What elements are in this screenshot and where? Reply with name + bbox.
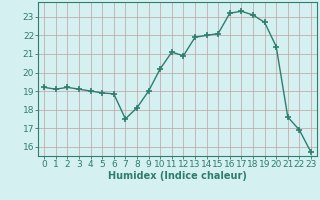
X-axis label: Humidex (Indice chaleur): Humidex (Indice chaleur) [108, 171, 247, 181]
